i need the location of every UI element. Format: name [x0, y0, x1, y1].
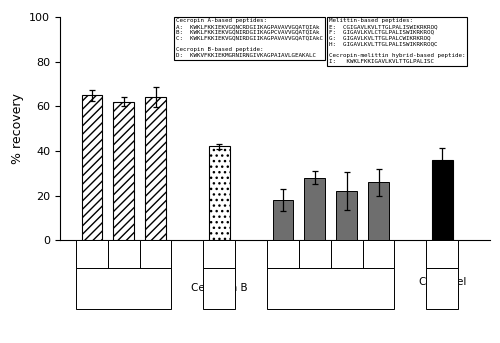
Text: Melittin-based peptides:
E:  CGIGAVLKVLTTGLPALISWIKRKROQ
F:  GIGAVLKVLCTGLPALISW: Melittin-based peptides: E: CGIGAVLKVLTT… — [329, 18, 465, 64]
Text: Cecropin B: Cecropin B — [191, 283, 248, 293]
Bar — [336, 191, 357, 240]
Text: I: I — [440, 249, 444, 259]
Text: A: A — [88, 249, 96, 259]
Text: Cecropin A: Cecropin A — [96, 283, 152, 293]
Text: Cecropin A-based peptides:
A:  KWKLFKKIEKVGQNCRDGIIKAGPAVAVVGQATQIAk
B:  KWKLFKK: Cecropin A-based peptides: A: KWKLFKKIEK… — [176, 18, 323, 58]
Bar — [368, 182, 389, 240]
Y-axis label: % recovery: % recovery — [10, 93, 24, 164]
Text: H: H — [374, 249, 382, 259]
Text: C: C — [152, 249, 159, 259]
Bar — [209, 146, 230, 240]
Text: CecA-Mel
Hybrid: CecA-Mel Hybrid — [418, 277, 467, 299]
Bar — [82, 95, 102, 240]
Text: B: B — [120, 249, 128, 259]
Bar — [272, 200, 293, 240]
Bar — [304, 178, 325, 240]
Text: E: E — [280, 249, 286, 259]
Bar — [145, 97, 166, 240]
Bar — [114, 102, 134, 240]
Text: G: G — [342, 249, 350, 259]
Text: Melittin: Melittin — [311, 283, 350, 293]
Text: F: F — [312, 249, 318, 259]
Text: D: D — [216, 249, 224, 259]
Bar — [432, 160, 452, 240]
